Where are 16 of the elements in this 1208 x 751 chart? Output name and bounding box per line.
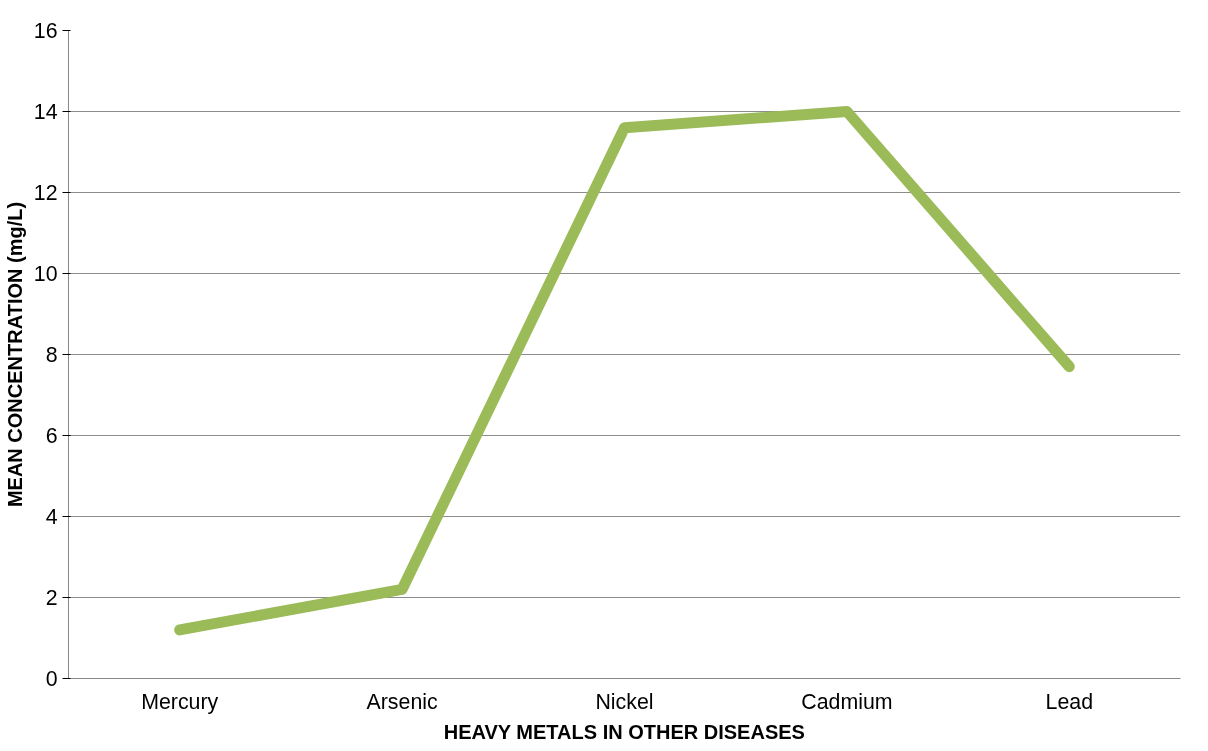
x-tick-label: Cadmium <box>801 689 893 714</box>
y-tick-label: 12 <box>33 181 58 205</box>
y-axis-title: MEAN CONCENTRATION (mg/L) <box>3 201 26 508</box>
y-tick-label: 14 <box>33 100 58 124</box>
x-tick-label: Nickel <box>595 689 654 714</box>
y-tick-label: 0 <box>45 667 58 691</box>
y-tick-label: 6 <box>45 424 58 448</box>
x-axis-title: HEAVY METALS IN OTHER DISEASES <box>443 720 805 743</box>
y-tick-label: 4 <box>45 505 58 529</box>
x-tick-label: Arsenic <box>366 689 438 714</box>
x-tick-label: Lead <box>1045 689 1094 714</box>
y-tick-label: 10 <box>33 262 58 286</box>
y-tick-label: 2 <box>45 586 58 610</box>
x-tick-label: Mercury <box>141 689 219 714</box>
y-tick-label: 16 <box>33 19 58 43</box>
y-tick-label: 8 <box>45 343 58 367</box>
